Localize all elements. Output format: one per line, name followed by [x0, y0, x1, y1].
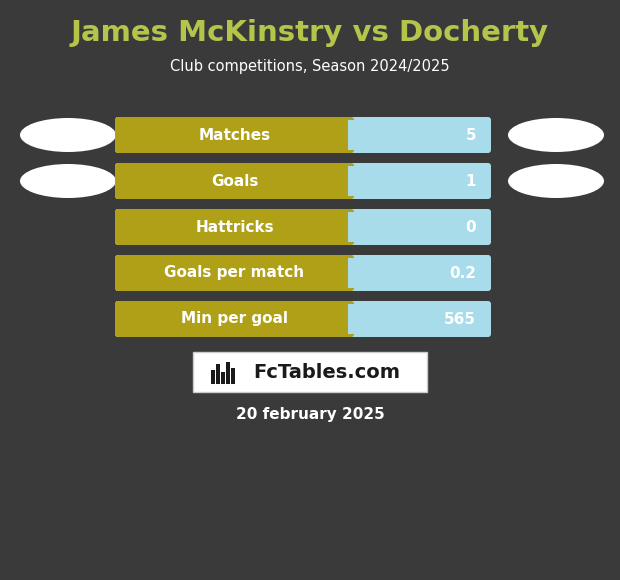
- Bar: [348, 166, 358, 196]
- Text: Hattricks: Hattricks: [195, 219, 274, 234]
- FancyBboxPatch shape: [115, 301, 491, 337]
- Text: 565: 565: [444, 311, 476, 327]
- Text: Goals: Goals: [211, 173, 259, 188]
- FancyBboxPatch shape: [193, 352, 427, 392]
- Bar: [211, 370, 215, 384]
- Text: 0.2: 0.2: [449, 266, 476, 281]
- Bar: [348, 258, 358, 288]
- FancyBboxPatch shape: [115, 163, 354, 199]
- Bar: [348, 120, 358, 150]
- Text: 0: 0: [466, 219, 476, 234]
- FancyBboxPatch shape: [115, 163, 491, 199]
- Text: Matches: Matches: [198, 128, 270, 143]
- Text: 20 february 2025: 20 february 2025: [236, 408, 384, 422]
- Text: Goals per match: Goals per match: [164, 266, 304, 281]
- FancyBboxPatch shape: [115, 209, 491, 245]
- FancyBboxPatch shape: [115, 117, 491, 153]
- Text: Min per goal: Min per goal: [181, 311, 288, 327]
- Ellipse shape: [20, 118, 116, 152]
- Bar: [348, 212, 358, 242]
- Ellipse shape: [508, 164, 604, 198]
- Bar: [348, 304, 358, 334]
- Text: Club competitions, Season 2024/2025: Club competitions, Season 2024/2025: [170, 59, 450, 74]
- Text: FcTables.com: FcTables.com: [253, 362, 400, 382]
- Text: 5: 5: [466, 128, 476, 143]
- Ellipse shape: [508, 118, 604, 152]
- Bar: [216, 364, 220, 384]
- FancyBboxPatch shape: [115, 255, 491, 291]
- Bar: [221, 372, 225, 384]
- Text: James McKinstry vs Docherty: James McKinstry vs Docherty: [71, 19, 549, 47]
- FancyBboxPatch shape: [115, 117, 354, 153]
- FancyBboxPatch shape: [115, 255, 354, 291]
- Bar: [231, 368, 235, 384]
- FancyBboxPatch shape: [115, 301, 354, 337]
- Bar: [226, 362, 230, 384]
- Text: 1: 1: [466, 173, 476, 188]
- FancyBboxPatch shape: [115, 209, 354, 245]
- Ellipse shape: [20, 164, 116, 198]
